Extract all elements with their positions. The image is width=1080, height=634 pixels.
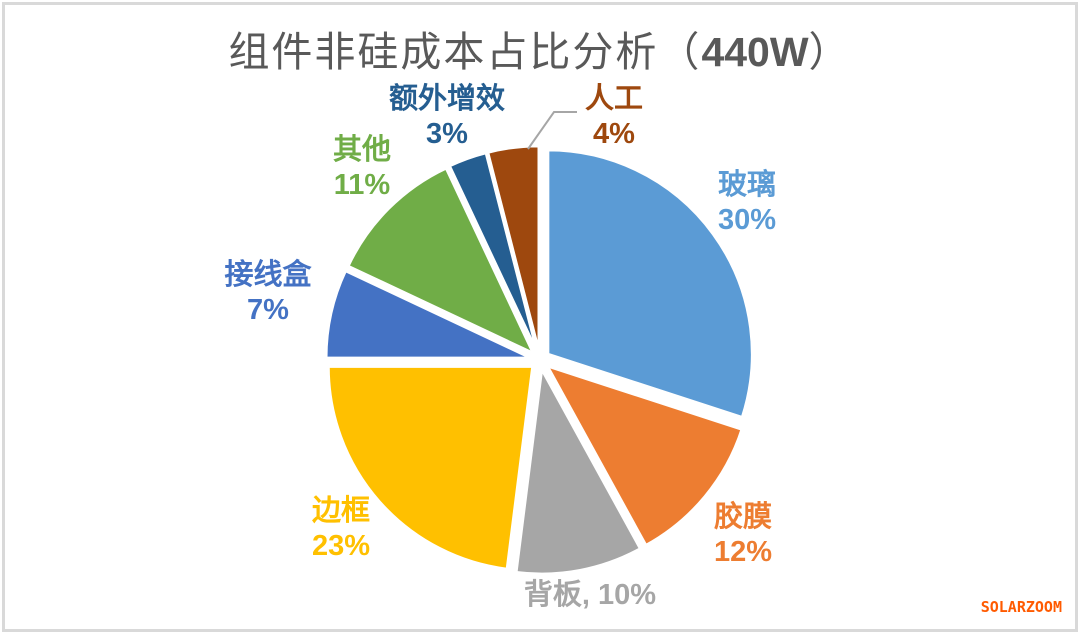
label-backsheet-name: 背板, 10%	[523, 579, 657, 611]
label-extra-gain-name: 额外增效	[388, 83, 506, 115]
pie-slice-背板	[515, 368, 642, 576]
label-glass: 玻璃 30%	[718, 168, 776, 239]
pie-slices	[324, 144, 754, 576]
pie-slice-边框	[327, 365, 534, 571]
solarzoom-watermark: SOLARZOOM	[980, 598, 1062, 616]
label-frame: 边框 23%	[312, 494, 370, 565]
chart-title: 组件非硅成本占比分析（440W）	[0, 18, 1080, 78]
pie-slice-额外增效	[448, 151, 538, 352]
label-junction-box-name: 接线盒	[224, 259, 312, 291]
label-junction-box: 接线盒 7%	[224, 258, 311, 329]
label-glass-name: 玻璃	[717, 169, 777, 201]
pie-slice-胶膜	[546, 365, 743, 547]
label-labor-name: 人工	[584, 83, 644, 115]
label-extra-gain: 额外增效 3%	[389, 82, 505, 153]
label-backsheet: 背板, 10%	[524, 578, 656, 613]
label-glass-value: 30%	[717, 204, 777, 237]
label-extra-gain-value: 3%	[426, 118, 468, 151]
chart-title-text: 组件非硅成本占比分析（	[228, 29, 702, 75]
label-frame-name: 边框	[311, 495, 371, 527]
label-frame-value: 23%	[311, 530, 371, 563]
label-eva-value: 12%	[713, 536, 773, 569]
label-eva: 胶膜 12%	[714, 500, 772, 571]
label-other-name: 其他	[332, 134, 392, 166]
label-other: 其他 11%	[333, 133, 391, 204]
label-labor-value: 4%	[593, 118, 635, 151]
pie-slice-人工	[486, 144, 540, 352]
pie-slice-玻璃	[546, 148, 754, 419]
label-junction-box-value: 7%	[247, 294, 289, 327]
label-eva-name: 胶膜	[713, 501, 773, 533]
chart-title-power: 440W	[701, 29, 809, 75]
pie-slice-其他	[347, 167, 535, 355]
label-other-value: 11%	[333, 169, 391, 202]
pie-slice-接线盒	[324, 269, 532, 360]
label-labor: 人工 4%	[585, 82, 643, 153]
labor-leader-line	[527, 111, 577, 150]
chart-title-close-paren: ）	[808, 29, 852, 75]
